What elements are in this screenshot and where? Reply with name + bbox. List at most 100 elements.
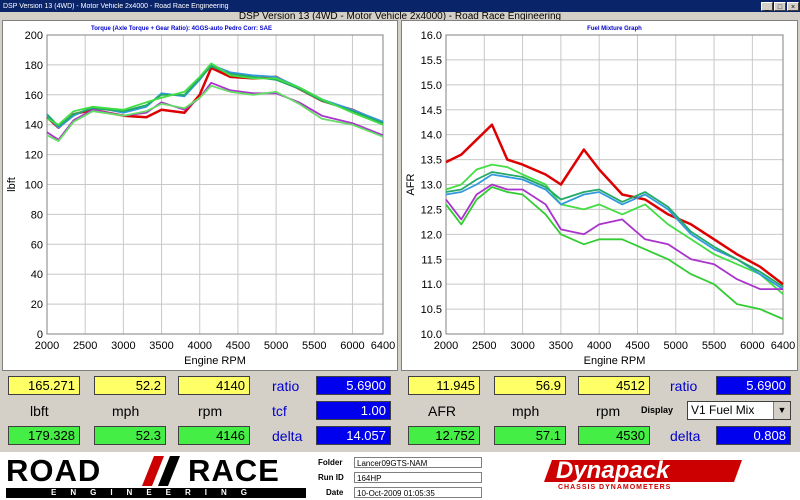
y-tick-label: 13.5 [421,155,442,167]
y-tick-label: 12.0 [421,229,442,241]
x-tick-label: 5000 [664,340,688,352]
x-axis-label: Engine RPM [184,355,246,367]
x-tick-label: 2500 [73,340,97,352]
cursor2-value-mph: 52.3 [94,426,166,445]
unit-label-afr: AFR [428,403,456,419]
chart-title: Fuel Mixture Graph [587,26,642,32]
series-line-4 [445,171,784,288]
date-label: Date [326,488,344,497]
y-tick-label: 11.0 [421,279,442,291]
delta-value: 14.057 [316,426,391,445]
delta-value: 0.808 [716,426,791,445]
series-line-6 [46,84,384,142]
logo-slash-icon [142,456,182,486]
x-tick-label: 2000 [35,340,59,352]
dynapack-logo: Dynapack CHASSIS DYNAMOMETERS [543,457,748,496]
x-tick-label: 6000 [340,340,364,352]
x-tick-label: 2000 [434,340,458,352]
plot-frame [445,34,784,335]
series-line-1 [445,123,784,286]
cursor2-value-rpm: 4146 [178,426,250,445]
series-line-2 [445,163,784,295]
x-tick-label: 4000 [187,340,211,352]
delta-label: delta [272,428,303,444]
x-tick-label: 3500 [149,340,173,352]
tcf-label: tcf [272,403,287,419]
y-tick-label: 160 [25,90,43,102]
minimize-button[interactable]: _ [761,1,773,11]
series-line-5 [445,183,783,291]
window-titlebar: DSP Version 13 (4WD) - Motor Vehicle 2x4… [0,0,800,12]
window-title: DSP Version 13 (4WD) - Motor Vehicle 2x4… [3,2,229,10]
plot-frame [46,34,384,335]
y-tick-label: 10.0 [421,329,442,341]
folder-value: Lancer09GTS-NAM [354,457,482,468]
y-tick-label: 100 [25,180,43,192]
delta-label: delta [670,428,701,444]
ratio-label: ratio [272,378,300,394]
ratio-value: 5.6900 [716,376,791,395]
chart-title: Torque (Axle Torque + Gear Ratio): 4GGS-… [91,26,272,32]
y-tick-label: 0 [37,329,43,341]
display-select-value: V1 Fuel Mix [691,403,755,417]
cursor1-value-mph: 56.9 [494,376,566,395]
x-tick-label: 6000 [740,340,764,352]
footer: ROAD RACE ENGINEERING Folder Lancer09GTS… [0,452,800,500]
y-axis-label: AFR [405,173,417,195]
logo-race: RACE [188,453,280,488]
series-line-3 [445,173,784,290]
cursor2-value-afr: 12.752 [408,426,480,445]
afr-chart: Fuel Mixture Graph 2000 2500 3000 3500 4000 45… [405,26,795,367]
y-tick-label: 14.0 [421,130,442,142]
y-tick-label: 40 [31,269,43,281]
x-tick-label: 5500 [702,340,726,352]
y-tick-label: 80 [31,209,43,221]
folder-label: Folder [318,458,343,467]
x-tick-label: 6400 [371,340,395,352]
series-line-3 [46,65,384,128]
logo-road: ROAD [6,453,102,488]
x-tick-label: 6400 [771,340,795,352]
unit-label-rpm: rpm [596,403,621,419]
cursor1-value-rpm: 4140 [178,376,250,395]
road-race-logo: ROAD RACE ENGINEERING [6,454,312,498]
y-tick-label: 15.0 [421,80,442,92]
series-line-6 [445,186,784,320]
y-tick-label: 120 [25,150,43,162]
x-tick-label: 4000 [587,340,611,352]
maximize-button[interactable]: □ [774,1,786,11]
cursor2-value-lbft: 179.328 [8,426,80,445]
unit-label-lbft: lbft [30,403,49,419]
brand-subtitle: CHASSIS DYNAMOMETERS [558,484,672,491]
y-tick-label: 60 [31,239,43,251]
cursor1-value-afr: 11.945 [408,376,480,395]
y-tick-label: 11.5 [421,254,442,266]
x-tick-label: 5000 [264,340,288,352]
y-tick-label: 15.5 [421,55,442,67]
y-tick-label: 12.5 [421,204,442,216]
x-tick-label: 2500 [472,340,496,352]
torque-chart: Torque (Axle Torque + Gear Ratio): 4GGS-… [6,26,395,367]
x-tick-label: 3000 [510,340,534,352]
x-tick-label: 4500 [625,340,649,352]
series-line-4 [46,62,384,126]
chevron-down-icon[interactable]: ▼ [773,402,790,419]
cursor1-value-rpm: 4512 [578,376,650,395]
unit-label-rpm: rpm [198,403,223,419]
left-readout: 165.271 52.2 4140 lbft mph rpm 179.328 5… [0,373,400,451]
y-tick-label: 20 [31,299,43,311]
close-button[interactable]: × [787,1,799,11]
ratio-value: 5.6900 [316,376,391,395]
x-tick-label: 5500 [302,340,326,352]
display-select[interactable]: V1 Fuel Mix ▼ [687,401,791,420]
brand-name: Dynapack [556,457,670,484]
right-readout: 11.945 56.9 4512 AFR mph rpm 12.752 57.1… [400,373,800,451]
tcf-value[interactable]: 1.00 [316,401,391,420]
ratio-label: ratio [670,378,698,394]
unit-label-mph: mph [112,403,140,419]
x-tick-label: 3000 [111,340,135,352]
y-tick-label: 14.5 [421,105,442,117]
y-tick-label: 200 [25,30,43,42]
torque-chart-panel: Torque (Axle Torque + Gear Ratio): 4GGS-… [2,20,398,371]
runid-label: Run ID [318,473,344,482]
